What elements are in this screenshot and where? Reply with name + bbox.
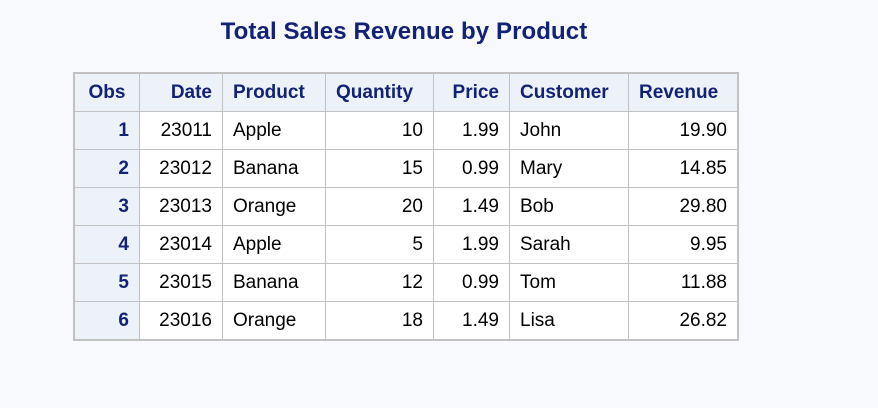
- cell-revenue: 14.85: [628, 149, 739, 188]
- table-row: 3 23013 Orange 20 1.49 Bob 29.80: [73, 187, 739, 226]
- cell-revenue: 9.95: [628, 225, 739, 264]
- table-row: 4 23014 Apple 5 1.99 Sarah 9.95: [73, 225, 739, 264]
- table-row: 1 23011 Apple 10 1.99 John 19.90: [73, 111, 739, 150]
- column-header-revenue: Revenue: [628, 72, 739, 112]
- cell-customer: John: [509, 111, 629, 150]
- cell-revenue: 19.90: [628, 111, 739, 150]
- cell-customer: Lisa: [509, 301, 629, 341]
- cell-obs: 4: [73, 225, 140, 264]
- table-row: 5 23015 Banana 12 0.99 Tom 11.88: [73, 263, 739, 302]
- cell-date: 23016: [139, 301, 223, 341]
- cell-obs: 5: [73, 263, 140, 302]
- cell-product: Orange: [222, 187, 326, 226]
- report-title: Total Sales Revenue by Product: [220, 18, 588, 45]
- cell-obs: 6: [73, 301, 140, 341]
- cell-price: 1.49: [433, 301, 510, 341]
- column-header-quantity: Quantity: [325, 72, 434, 112]
- cell-quantity: 10: [325, 111, 434, 150]
- cell-quantity: 20: [325, 187, 434, 226]
- cell-product: Banana: [222, 263, 326, 302]
- cell-product: Banana: [222, 149, 326, 188]
- cell-revenue: 26.82: [628, 301, 739, 341]
- cell-quantity: 18: [325, 301, 434, 341]
- cell-obs: 1: [73, 111, 140, 150]
- column-header-date: Date: [139, 72, 223, 112]
- cell-date: 23011: [139, 111, 223, 150]
- cell-customer: Tom: [509, 263, 629, 302]
- cell-quantity: 5: [325, 225, 434, 264]
- cell-product: Apple: [222, 225, 326, 264]
- cell-price: 0.99: [433, 263, 510, 302]
- column-header-price: Price: [433, 72, 510, 112]
- cell-date: 23012: [139, 149, 223, 188]
- cell-obs: 3: [73, 187, 140, 226]
- cell-revenue: 11.88: [628, 263, 739, 302]
- cell-revenue: 29.80: [628, 187, 739, 226]
- table-header-row: Obs Date Product Quantity Price Customer…: [73, 72, 739, 112]
- cell-date: 23014: [139, 225, 223, 264]
- table-row: 6 23016 Orange 18 1.49 Lisa 26.82: [73, 301, 739, 341]
- cell-obs: 2: [73, 149, 140, 188]
- cell-quantity: 12: [325, 263, 434, 302]
- cell-quantity: 15: [325, 149, 434, 188]
- cell-customer: Mary: [509, 149, 629, 188]
- cell-price: 1.99: [433, 111, 510, 150]
- sales-table: Obs Date Product Quantity Price Customer…: [73, 72, 739, 341]
- cell-date: 23013: [139, 187, 223, 226]
- cell-date: 23015: [139, 263, 223, 302]
- table-row: 2 23012 Banana 15 0.99 Mary 14.85: [73, 149, 739, 188]
- cell-customer: Bob: [509, 187, 629, 226]
- cell-product: Apple: [222, 111, 326, 150]
- column-header-product: Product: [222, 72, 326, 112]
- cell-product: Orange: [222, 301, 326, 341]
- column-header-customer: Customer: [509, 72, 629, 112]
- cell-price: 0.99: [433, 149, 510, 188]
- cell-price: 1.99: [433, 225, 510, 264]
- column-header-obs: Obs: [73, 72, 140, 112]
- cell-price: 1.49: [433, 187, 510, 226]
- cell-customer: Sarah: [509, 225, 629, 264]
